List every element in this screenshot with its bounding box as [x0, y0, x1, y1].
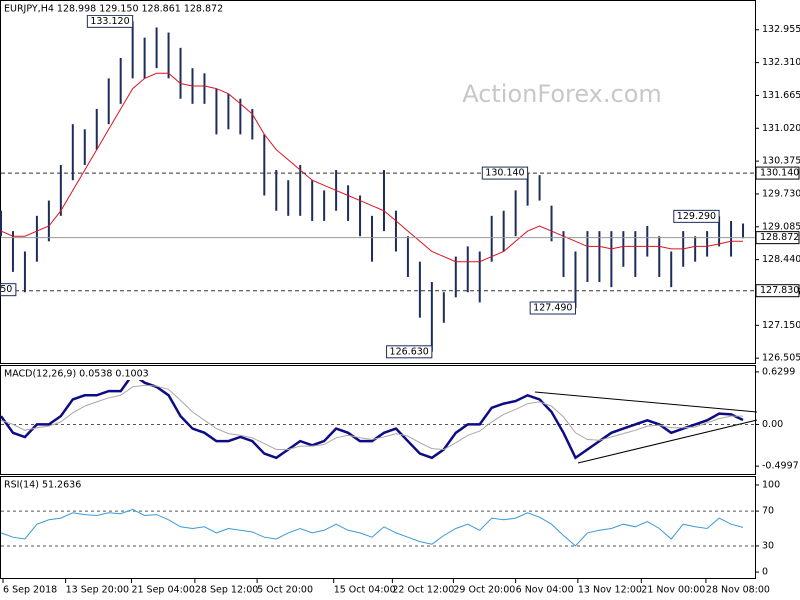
panel-title: EURJPY,H4 128.998 129.150 128.861 128.87…: [4, 4, 223, 15]
macd-panel: [0, 365, 756, 475]
y-tick-label: 132.310: [762, 57, 800, 68]
series-line: [0, 384, 743, 451]
y-tick-label: -0.4997: [762, 461, 799, 472]
x-tick-label: 28 Nov 08:00: [706, 585, 770, 596]
annotation-box: [481, 166, 529, 180]
x-tick-label: 5 Oct 20:00: [257, 585, 313, 596]
annotation-label: 126.630: [390, 346, 429, 357]
annotation-label: 127.490: [533, 303, 572, 314]
y-tick-label: 0: [762, 567, 768, 578]
trendline: [577, 419, 758, 464]
y-tick-label: 129.730: [762, 188, 800, 199]
x-tick-label: 29 Oct 20:00: [453, 585, 515, 596]
level-label: 127.830: [760, 285, 799, 296]
panel-title-bg: [2, 3, 226, 15]
annotation-box: [386, 345, 433, 359]
panel-title-bg: [2, 368, 151, 380]
y-tick-label: 131.665: [762, 90, 800, 101]
annotation-box: [673, 209, 720, 223]
annotation-box: [0, 283, 17, 297]
annotation-box: [86, 14, 134, 28]
watermark: ActionForex.com: [462, 80, 662, 108]
x-tick-label: 28 Sep 12:00: [195, 585, 258, 596]
series-line: [0, 72, 743, 263]
annotation-label: 130.140: [485, 168, 524, 179]
y-tick-label: 131.020: [762, 123, 800, 134]
y-tick-label: 70: [762, 506, 774, 517]
y-tick-label: 126.505: [762, 353, 800, 364]
panel-title: MACD(12,26,9) 0.0538 0.1003: [4, 369, 149, 380]
y-tick-label: 132.955: [762, 24, 800, 35]
x-tick-label: 21 Nov 00:00: [641, 585, 705, 596]
x-tick-label: 13 Nov 12:00: [578, 585, 642, 596]
x-tick-label: 6 Sep 2018: [3, 585, 57, 596]
level-label-box: [755, 166, 800, 180]
panel-title: RSI(14) 51.2636: [4, 480, 81, 491]
y-tick-label: 129.085: [762, 221, 800, 232]
y-tick-label: 127.150: [762, 320, 800, 331]
x-tick-label: 21 Sep 04:00: [131, 585, 194, 596]
price-panel: [0, 0, 756, 364]
x-tick-label: 6 Nov 04:00: [516, 585, 574, 596]
level-label-box: [755, 231, 800, 245]
annotation-label: 129.290: [677, 211, 716, 222]
annotation-box: [529, 301, 576, 315]
panel-title-bg: [2, 479, 84, 491]
series-line: [0, 372, 744, 460]
rsi-panel: [0, 476, 756, 579]
level-label-box: [755, 284, 800, 298]
annotation-label: 50: [0, 284, 12, 295]
series-line: [0, 508, 744, 547]
trendline: [534, 391, 758, 413]
x-tick-label: 13 Sep 20:00: [66, 585, 129, 596]
y-tick-label: 30: [762, 540, 774, 551]
y-tick-label: 100: [762, 479, 780, 490]
y-tick-label: 128.440: [762, 254, 800, 265]
y-tick-label: 0.6299: [762, 366, 795, 377]
level-label: 128.872: [760, 232, 799, 243]
y-tick-label: 130.375: [762, 156, 800, 167]
annotation-label: 133.120: [90, 16, 129, 27]
x-tick-label: 22 Oct 12:00: [392, 585, 454, 596]
level-label: 130.140: [760, 168, 799, 179]
y-tick-label: 0.00: [762, 419, 783, 430]
x-tick-label: 15 Oct 04:00: [334, 585, 396, 596]
